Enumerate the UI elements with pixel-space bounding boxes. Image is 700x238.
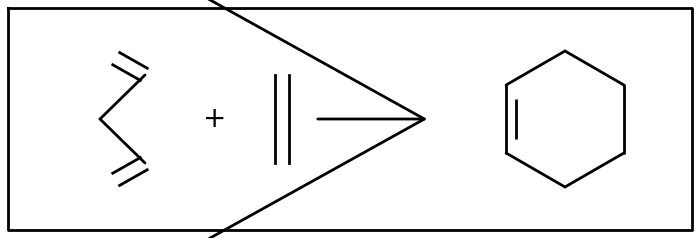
Text: +: +: [203, 105, 227, 133]
